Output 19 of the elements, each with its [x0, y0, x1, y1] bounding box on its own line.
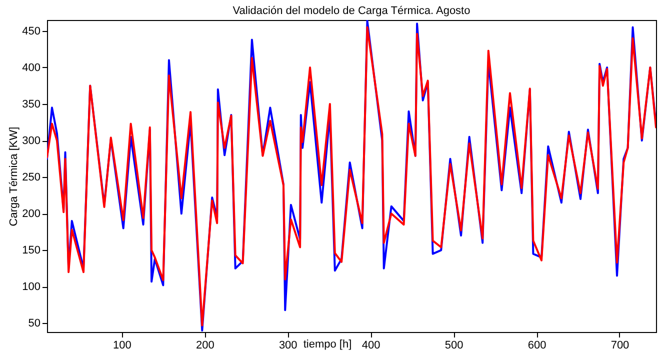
- x-axis-title: tiempo [h]: [303, 338, 352, 350]
- y-tick-label: 450: [22, 25, 40, 38]
- y-tick-label: 200: [22, 208, 40, 220]
- x-tick-label: 600: [528, 340, 546, 352]
- y-tick-label: 300: [22, 135, 40, 148]
- y-tick-label: 100: [22, 281, 40, 294]
- y-axis-title: Carga Térmica [KW]: [8, 126, 20, 226]
- y-tick-label: 150: [22, 244, 40, 257]
- x-tick-label: 400: [362, 340, 380, 352]
- y-tick-label: 350: [22, 98, 40, 111]
- y-tick-label: 400: [22, 62, 40, 74]
- x-tick-label: 100: [112, 340, 132, 352]
- x-tick-label: 300: [278, 340, 298, 352]
- x-tick-label: 200: [196, 340, 214, 352]
- y-tick-label: 250: [22, 172, 40, 184]
- chart-title: Validación del modelo de Carga Térmica. Agosto: [232, 5, 470, 17]
- x-tick-label: 700: [610, 340, 630, 352]
- y-tick-label: 50: [28, 318, 40, 330]
- x-tick-label: 500: [444, 340, 464, 352]
